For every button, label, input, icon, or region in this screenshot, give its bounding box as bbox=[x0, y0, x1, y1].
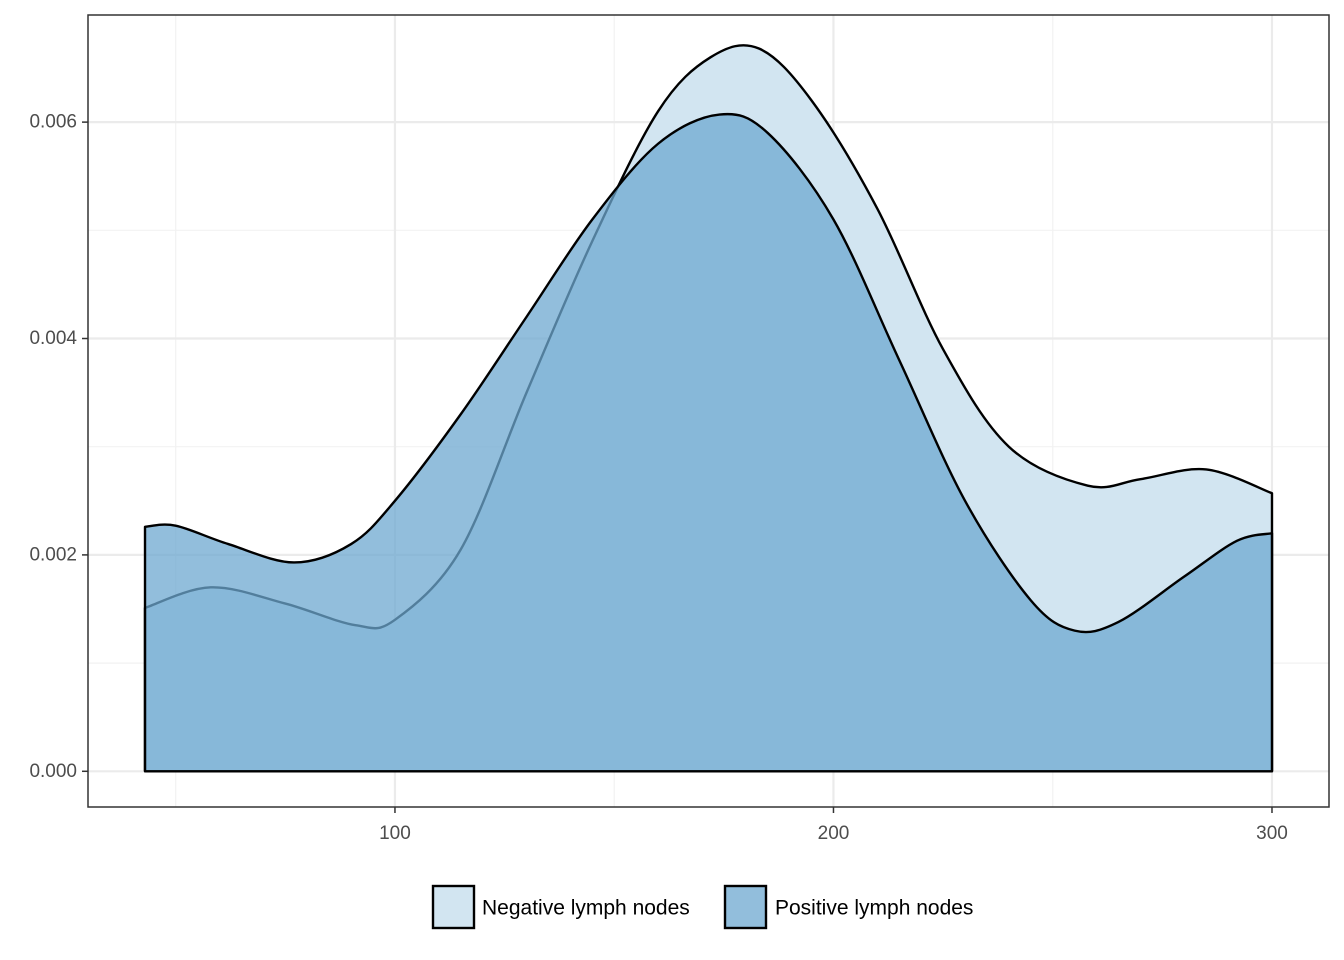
x-axis: 100 200 300 bbox=[379, 807, 1288, 844]
y-axis: 0.000 0.002 0.004 0.006 bbox=[29, 112, 88, 782]
legend: Negative lymph nodes Positive lymph nodes bbox=[431, 884, 973, 930]
x-tick-label: 200 bbox=[818, 823, 850, 844]
y-tick-label: 0.002 bbox=[29, 544, 77, 565]
y-tick-label: 0.004 bbox=[29, 328, 77, 349]
legend-label-1: Negative lymph nodes bbox=[482, 897, 690, 920]
panel-border bbox=[87, 14, 1330, 808]
density-outline-series-2 bbox=[143, 112, 1274, 773]
y-tick-label: 0.006 bbox=[29, 112, 77, 133]
legend-label-2: Positive lymph nodes bbox=[775, 897, 973, 920]
x-tick-label: 300 bbox=[1256, 823, 1288, 844]
density-areas bbox=[143, 44, 1274, 773]
x-tick-label: 100 bbox=[379, 823, 411, 844]
density-area-series-2 bbox=[145, 114, 1272, 772]
legend-key-2 bbox=[723, 884, 768, 930]
y-tick-label: 0.000 bbox=[29, 761, 77, 782]
legend-key-1 bbox=[431, 884, 476, 930]
